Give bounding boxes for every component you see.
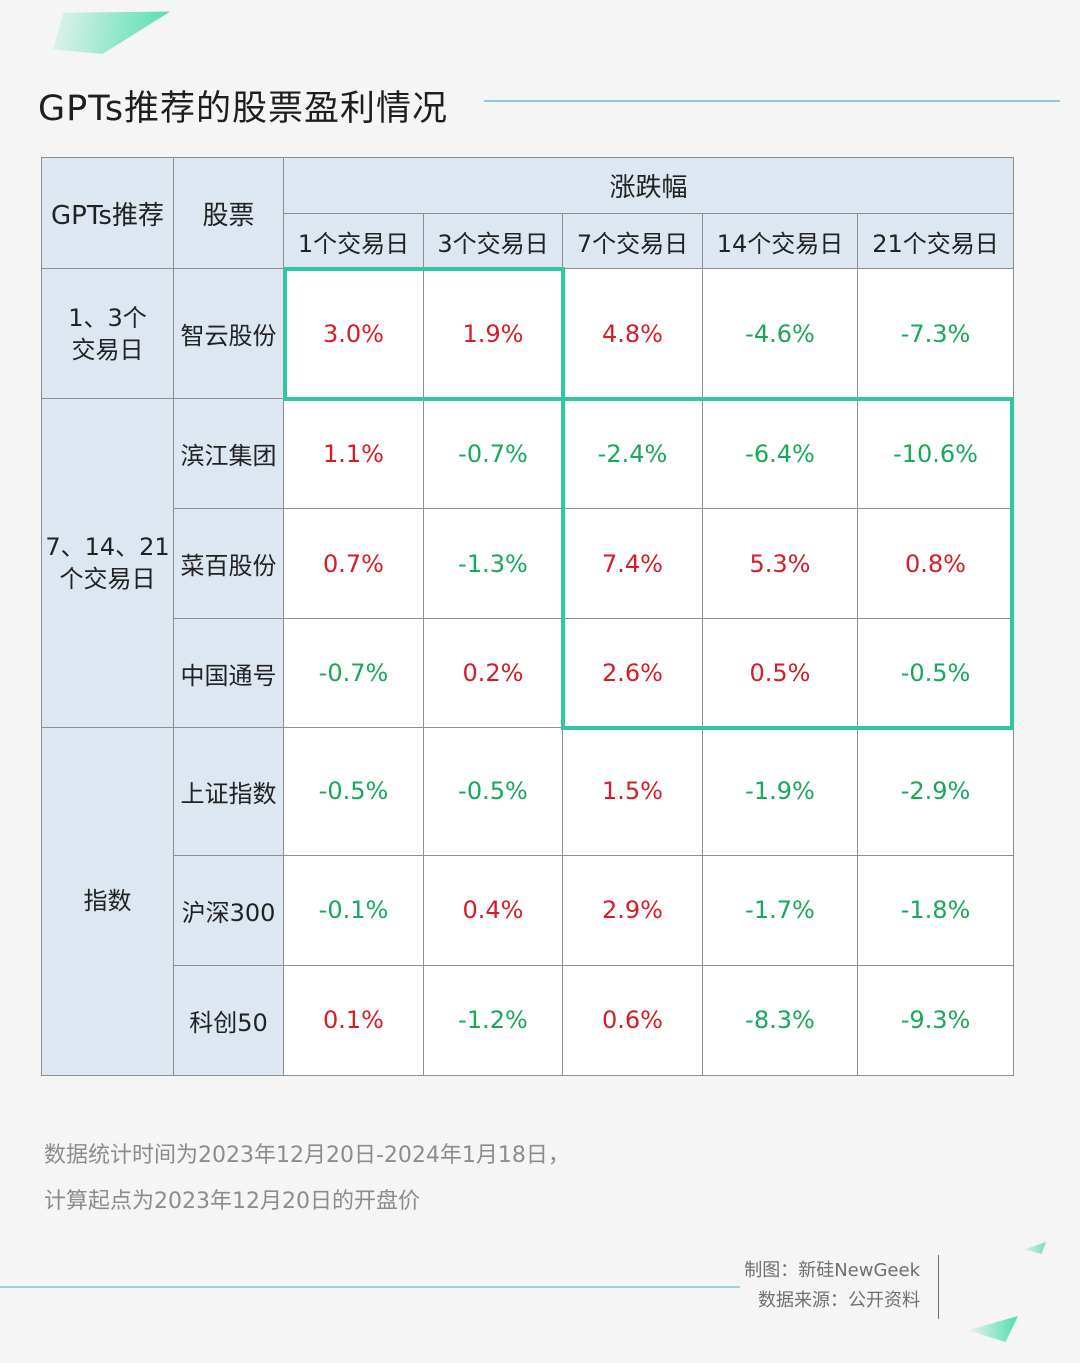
decorative-stripe-small <box>1024 1242 1046 1254</box>
stock-name: 科创50 <box>173 964 284 1077</box>
table-body: 1、3个 交易日 智云股份 3.0% 1.9% 4.8% -4.6% -7.3% 7、14、21… <box>41 268 1015 1077</box>
title-row: GPTs推荐的股票盈利情况 <box>38 80 1060 130</box>
change-value: 2.9% <box>562 854 703 966</box>
change-value: 0.1% <box>283 964 424 1077</box>
change-value: -0.7% <box>423 398 563 510</box>
credit-made-by: 制图：新硅NewGeek <box>744 1260 920 1281</box>
stock-name: 菜百股份 <box>173 508 284 620</box>
stock-name: 沪深300 <box>173 854 284 966</box>
stock-performance-table: GPTs推荐 股票 涨跌幅 1个交易日 3个交易日 7个交易日 14个交易日 21个交易… <box>41 156 1015 1077</box>
group-label-line: 个交易日 <box>59 564 156 593</box>
data-note: 数据统计时间为2023年12月20日-2024年1月18日， 计算起点为2023… <box>44 1133 570 1225</box>
title-divider <box>484 100 1060 102</box>
stock-name: 智云股份 <box>173 268 284 400</box>
group-label-line: 7、14、21 <box>45 532 170 561</box>
change-value: -4.6% <box>702 268 858 400</box>
change-value: 0.7% <box>283 508 424 620</box>
change-value: 2.6% <box>562 618 703 728</box>
header-period: 7个交易日 <box>562 213 703 270</box>
credits-separator <box>938 1255 939 1319</box>
change-value: 0.2% <box>423 618 563 728</box>
change-value: -7.3% <box>856 268 1015 400</box>
header-period: 3个交易日 <box>423 213 563 270</box>
header-change: 涨跌幅 <box>282 156 1015 215</box>
group-label: 指数 <box>41 726 174 1077</box>
change-value: 0.6% <box>562 964 703 1077</box>
change-value: -1.8% <box>856 854 1015 966</box>
table-row: 科创50 0.1% -1.2% 0.6% -8.3% -9.3% <box>42 964 1015 1077</box>
table-row: 沪深300 -0.1% 0.4% 2.9% -1.7% -1.8% <box>42 854 1015 966</box>
header-stock: 股票 <box>173 156 284 270</box>
header-row-top: GPTs推荐 股票 涨跌幅 <box>41 156 1015 270</box>
stock-name: 中国通号 <box>173 618 284 728</box>
stock-name: 上证指数 <box>173 726 284 856</box>
header-row-periods: 1个交易日 3个交易日 7个交易日 14个交易日 21个交易日 <box>42 213 1015 270</box>
decorative-stripe-bottom <box>968 1316 1018 1342</box>
stock-name: 滨江集团 <box>173 398 284 510</box>
table-row: 指数 上证指数 -0.5% -0.5% 1.5% -1.9% -2.9% <box>41 726 1015 1077</box>
group-label: 7、14、21 个交易日 <box>41 398 174 728</box>
footer-divider <box>0 1286 740 1288</box>
change-value: 1.1% <box>283 398 424 510</box>
change-value: -1.3% <box>423 508 563 620</box>
note-line-1: 数据统计时间为2023年12月20日-2024年1月18日， <box>44 1143 570 1168</box>
change-value: -1.9% <box>702 726 858 856</box>
header-period: 21个交易日 <box>856 213 1015 270</box>
group-label-line: 1、3个 <box>68 303 147 332</box>
change-value: -8.3% <box>702 964 858 1077</box>
credits: 制图：新硅NewGeek 数据来源：公开资料 <box>744 1256 920 1316</box>
change-value: -2.4% <box>562 398 703 510</box>
change-value: 0.4% <box>423 854 563 966</box>
change-value: 0.8% <box>856 508 1015 620</box>
header-gpts-recommend: GPTs推荐 <box>41 156 174 270</box>
change-value: 4.8% <box>562 268 703 400</box>
change-value: -6.4% <box>702 398 858 510</box>
change-value: -0.1% <box>283 854 424 966</box>
change-value: 0.5% <box>702 618 858 728</box>
change-value: -10.6% <box>856 398 1015 510</box>
table-row: 1、3个交易日 智云股份 3.0% 1.9% 4.8% -4.6% -7.3% <box>41 268 1015 400</box>
decorative-stripe-top <box>53 11 170 54</box>
change-value: -0.5% <box>423 726 563 856</box>
table-row: 中国通号 -0.7% 0.2% 2.6% 0.5% -0.5% <box>42 618 1015 728</box>
change-value: -0.7% <box>283 618 424 728</box>
change-value: -9.3% <box>856 964 1015 1077</box>
header-period: 1个交易日 <box>283 213 424 270</box>
change-value: 7.4% <box>562 508 703 620</box>
change-value: 1.9% <box>423 268 563 400</box>
change-value: -2.9% <box>856 726 1015 856</box>
change-value: -1.2% <box>423 964 563 1077</box>
change-value: 1.5% <box>562 726 703 856</box>
note-line-2: 计算起点为2023年12月20日的开盘价 <box>44 1189 420 1214</box>
change-value: 5.3% <box>702 508 858 620</box>
header-period: 14个交易日 <box>702 213 858 270</box>
group-label-line: 交易日 <box>71 335 144 364</box>
group-label: 1、3个交易日 <box>41 268 174 400</box>
change-value: -0.5% <box>856 618 1015 728</box>
group-label-line: 指数 <box>83 887 132 916</box>
change-value: 3.0% <box>283 268 424 400</box>
table-row: 菜百股份 0.7% -1.3% 7.4% 5.3% 0.8% <box>42 508 1015 620</box>
change-value: -1.7% <box>702 854 858 966</box>
table-row: 7、14、21 个交易日 滨江集团 1.1% -0.7% -2.4% -6.4% -10.6% <box>41 398 1015 728</box>
change-value: -0.5% <box>283 726 424 856</box>
page-title: GPTs推荐的股票盈利情况 <box>38 89 449 129</box>
credit-source: 数据来源：公开资料 <box>758 1290 920 1311</box>
